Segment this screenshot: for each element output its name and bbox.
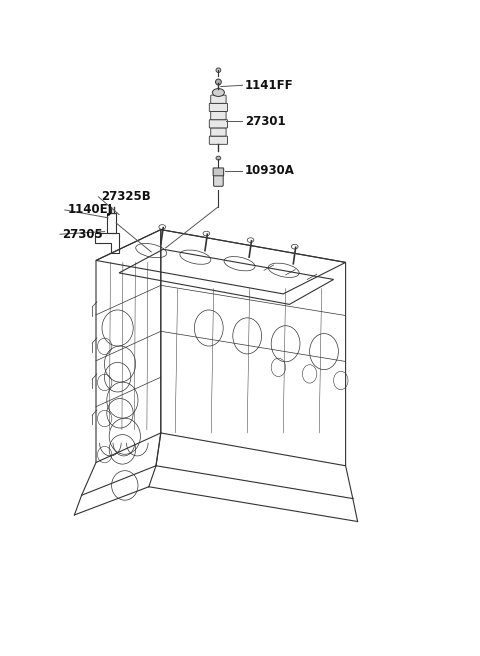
Ellipse shape <box>212 89 225 96</box>
Text: 27301: 27301 <box>245 115 286 128</box>
Text: 10930A: 10930A <box>245 164 295 177</box>
Text: 27305: 27305 <box>62 228 103 241</box>
FancyBboxPatch shape <box>209 119 228 128</box>
FancyBboxPatch shape <box>211 128 226 136</box>
FancyBboxPatch shape <box>211 95 226 103</box>
Text: 1140EJ: 1140EJ <box>67 203 112 216</box>
FancyBboxPatch shape <box>209 136 228 144</box>
FancyBboxPatch shape <box>211 112 226 119</box>
Ellipse shape <box>216 156 221 160</box>
FancyBboxPatch shape <box>213 168 224 176</box>
Ellipse shape <box>216 68 221 73</box>
FancyBboxPatch shape <box>209 104 228 112</box>
Text: 1141FF: 1141FF <box>245 79 293 92</box>
FancyBboxPatch shape <box>214 171 223 186</box>
Text: 27325B: 27325B <box>101 190 151 203</box>
Ellipse shape <box>216 79 221 85</box>
